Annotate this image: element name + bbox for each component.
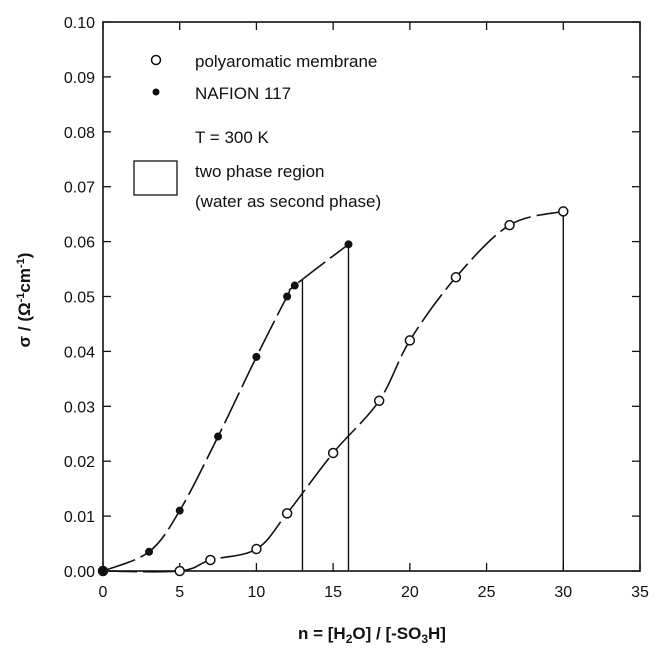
- fit-curve-nafion: [102, 243, 349, 572]
- y-tick-label: 0.05: [64, 290, 95, 307]
- point-polyaromatic: [251, 543, 262, 555]
- y-tick-label: 0.07: [64, 180, 95, 197]
- x-tick-label: 5: [175, 584, 184, 601]
- axis-ticks: 0 5 10 15 20 25 30 35 0.00 0.01 0.02 0.03 0.04 0.05 0.…: [64, 15, 649, 601]
- point-nafion: [283, 292, 292, 301]
- y-tick-label: 0.04: [64, 344, 95, 361]
- point-polyaromatic: [327, 447, 339, 459]
- legend-marker-open-circle: [150, 54, 162, 66]
- y-tick-label: 0.01: [64, 509, 95, 526]
- y-tick-label: 0.08: [64, 125, 95, 142]
- legend: polyaromatic membrane NAFION 117 T = 300…: [133, 52, 381, 211]
- legend-marker-filled-circle: [152, 88, 160, 96]
- fit-curve-polyaromatic: [102, 210, 564, 573]
- point-nafion: [175, 506, 184, 515]
- x-tick-label: 10: [248, 584, 266, 601]
- legend-label-nafion: NAFION 117: [195, 84, 291, 103]
- fit-curves: [102, 210, 564, 573]
- point-polyaromatic: [404, 335, 416, 346]
- point-polyaromatic: [174, 565, 185, 577]
- legend-marker-box: [133, 160, 178, 196]
- phase-boundary-lines: [301, 211, 564, 571]
- region-annotation-line1: two phase region: [195, 162, 324, 181]
- y-tick-label: 0.09: [64, 70, 95, 87]
- point-polyaromatic: [558, 206, 569, 217]
- y-tick-label: 0.00: [64, 564, 95, 581]
- point-polyaromatic: [504, 219, 515, 231]
- y-tick-label: 0.10: [64, 15, 95, 32]
- point-nafion: [344, 240, 353, 249]
- point-polyaromatic: [205, 554, 216, 566]
- x-axis-title: n = [H2O] / [-SO3H]: [298, 624, 446, 646]
- legend-label-polyaromatic: polyaromatic membrane: [195, 52, 377, 71]
- data-points: [97, 206, 569, 577]
- point-nafion: [145, 547, 154, 556]
- point-nafion: [214, 432, 223, 441]
- x-tick-label: 15: [324, 584, 342, 601]
- x-tick-label: 0: [99, 584, 108, 601]
- x-tick-label: 25: [478, 584, 496, 601]
- point-nafion: [99, 567, 107, 575]
- point-polyaromatic: [450, 272, 462, 283]
- temperature-annotation: T = 300 K: [195, 128, 270, 147]
- y-tick-label: 0.06: [64, 235, 95, 252]
- point-polyaromatic: [281, 508, 293, 519]
- y-tick-label: 0.03: [64, 399, 95, 416]
- point-nafion: [290, 281, 299, 290]
- x-tick-label: 35: [631, 584, 649, 601]
- x-tick-label: 20: [401, 584, 419, 601]
- y-tick-label: 0.02: [64, 454, 95, 471]
- point-polyaromatic: [373, 395, 385, 407]
- y-axis-title: σ / (Ω-1cm-1): [15, 253, 34, 348]
- plot-frame: [102, 21, 641, 572]
- region-annotation-line2: (water as second phase): [195, 192, 381, 211]
- point-nafion: [252, 352, 261, 361]
- x-tick-label: 30: [554, 584, 572, 601]
